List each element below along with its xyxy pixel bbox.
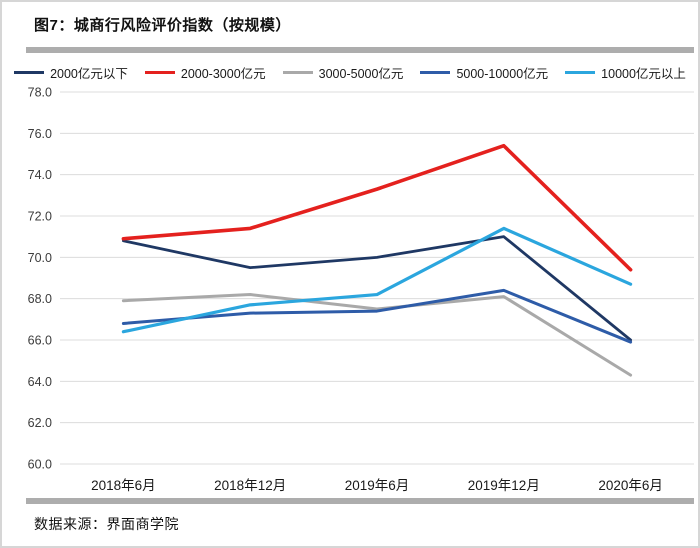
x-tick-label: 2019年12月 [468, 478, 540, 493]
chart-title: 图7：城商行风险评价指数（按规模） [34, 17, 291, 34]
top-divider [26, 47, 694, 53]
series-line-4 [121, 226, 633, 334]
legend-item: 10000亿元以上 [565, 63, 686, 82]
legend-label: 2000亿元以下 [50, 67, 128, 81]
y-tick-label: 72.0 [28, 210, 52, 224]
legend-item: 3000-5000亿元 [282, 63, 404, 82]
y-tick-label: 70.0 [28, 251, 52, 265]
x-tick-label: 2018年6月 [91, 478, 156, 493]
bottom-divider [26, 498, 694, 504]
series-line-3 [121, 288, 633, 344]
y-tick-label: 64.0 [28, 375, 52, 389]
data-source: 数据来源：界面商学院 [34, 516, 179, 532]
x-tick-label: 2020年6月 [598, 478, 663, 493]
legend-line-swatch [144, 71, 175, 74]
legend-item: 2000亿元以下 [14, 63, 128, 82]
legend-item: 2000-3000亿元 [144, 63, 266, 82]
legend-line-swatch [14, 71, 45, 74]
chart-legend: 2000亿元以下 2000-3000亿元 3000-5000亿元 5000-10000… [10, 63, 690, 82]
y-tick-label: 60.0 [28, 458, 52, 472]
y-tick-label: 66.0 [28, 334, 52, 348]
legend-item: 5000-10000亿元 [420, 63, 548, 82]
series-line-0 [122, 235, 632, 342]
legend-line-swatch [420, 71, 451, 74]
y-tick-label: 76.0 [28, 127, 52, 141]
series-line-2 [121, 293, 633, 377]
legend-label: 2000-3000亿元 [180, 67, 266, 81]
y-tick-label: 78.0 [28, 86, 52, 100]
legend-label: 10000亿元以上 [601, 67, 686, 81]
x-tick-label: 2018年12月 [214, 478, 286, 493]
y-tick-label: 68.0 [28, 292, 52, 306]
y-tick-label: 62.0 [28, 416, 52, 430]
legend-label: 5000-10000亿元 [456, 67, 549, 81]
x-tick-label: 2019年6月 [345, 478, 410, 493]
legend-line-swatch [565, 71, 596, 74]
legend-line-swatch [282, 71, 313, 74]
y-tick-label: 74.0 [28, 168, 52, 182]
legend-label: 3000-5000亿元 [318, 67, 404, 81]
line-chart: 78.0 76.0 74.0 72.0 70.0 68.0 66.0 64.0 62.0 60.0… [28, 86, 694, 493]
series-line-1 [121, 143, 633, 272]
